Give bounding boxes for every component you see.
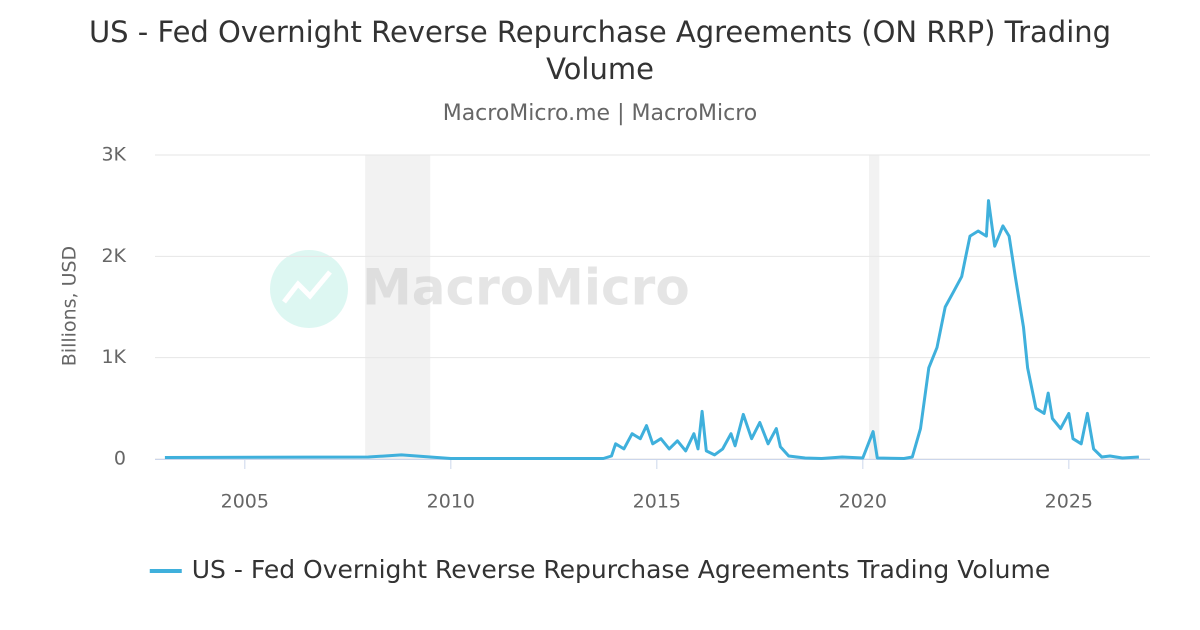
watermark-text: MacroMicro [362,259,690,317]
x-tick-label: 2015 [633,491,681,513]
x-tick-label: 2020 [839,491,887,513]
watermark-icon-line [282,270,332,304]
shaded-period [869,155,880,459]
series-line [164,199,1139,460]
x-tick-label: 2005 [221,491,269,513]
y-tick-label: 3K [101,144,126,166]
chart-subtitle: MacroMicro.me | MacroMicro [442,101,758,126]
y-axis-label: Billions, USD [59,246,81,366]
y-tick-label: 1K [101,346,126,368]
y-tick-label: 2K [101,245,126,267]
chart-title: US - Fed Overnight Reverse Repurchase Ag… [88,15,1112,86]
legend-label: US - Fed Overnight Reverse Repurchase Ag… [192,555,1050,584]
x-tick-label: 2010 [427,491,475,513]
y-tick-label: 0 [114,448,126,470]
shaded-period [365,155,431,459]
watermark: MacroMicro [270,250,690,328]
watermark-icon [270,250,348,328]
x-tick-label: 2025 [1045,491,1093,513]
legend: US - Fed Overnight Reverse Repurchase Ag… [149,555,1050,584]
